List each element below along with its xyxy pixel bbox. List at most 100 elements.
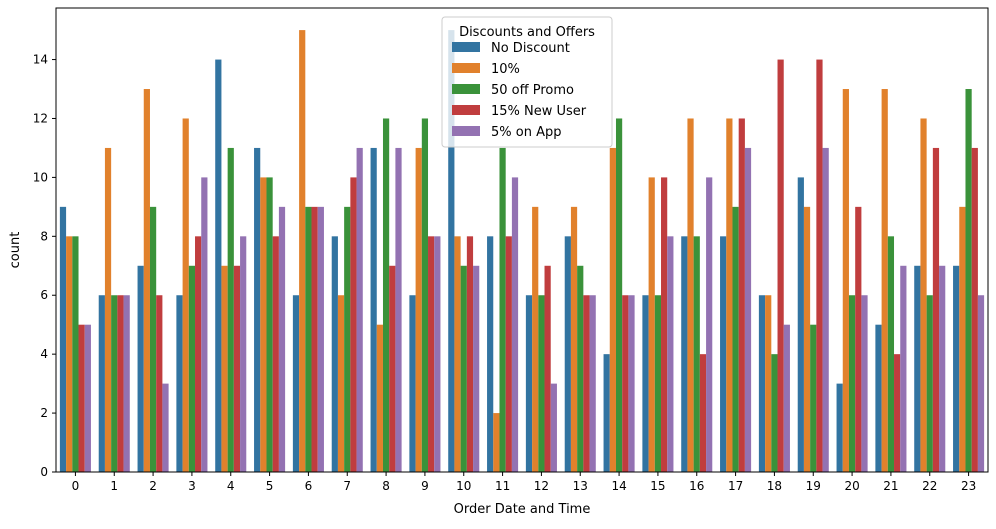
- axes-layer: 0 1 2 3 4 5 6 7 8 9 10 11 12 13 14 15 16 17 18 19 20 21 22 2302…: [33, 7, 989, 493]
- bar-15-new-user-6: [311, 206, 318, 473]
- bar-5-on-app-7: [356, 147, 363, 472]
- bar-no-discount-7: [331, 236, 338, 472]
- bar-5-on-app-19: [822, 147, 829, 472]
- bar-10-7: [337, 295, 345, 472]
- bar-no-discount-10: [448, 30, 455, 472]
- bar-5-on-app-3: [201, 177, 208, 472]
- bar-50-off-promo-14: [615, 118, 623, 472]
- bar-5-on-app-14: [628, 295, 635, 472]
- bar-no-discount-21: [875, 324, 882, 472]
- bar-10-0: [66, 236, 73, 472]
- y-tick-label-8: 8: [40, 229, 48, 243]
- legend-swatch-50-off-promo: [452, 84, 480, 94]
- x-tick-label-3: 3: [188, 479, 196, 493]
- bar-50-off-promo-7: [344, 206, 351, 473]
- bar-no-discount-1: [98, 295, 105, 472]
- x-tick-label-18: 18: [767, 479, 782, 493]
- bar-15-new-user-19: [816, 59, 823, 473]
- x-tick-label-2: 2: [149, 479, 157, 493]
- bar-50-off-promo-23: [965, 89, 972, 473]
- bar-5-on-app-5: [278, 206, 286, 473]
- bar-15-new-user-13: [583, 295, 590, 472]
- bar-50-off-promo-11: [499, 147, 506, 472]
- x-tick-label-9: 9: [421, 479, 429, 493]
- bar-50-off-promo-6: [305, 206, 312, 473]
- bar-10-14: [609, 147, 616, 472]
- bar-50-off-promo-9: [421, 118, 429, 472]
- x-tick-label-7: 7: [343, 479, 351, 493]
- bar-5-on-app-6: [317, 206, 324, 473]
- legend-swatch-no-discount: [452, 42, 480, 52]
- bar-no-discount-0: [59, 206, 67, 473]
- bar-no-discount-22: [914, 265, 921, 472]
- bar-50-off-promo-1: [111, 295, 118, 472]
- y-axis-label: count: [8, 232, 23, 269]
- bar-10-15: [648, 177, 655, 472]
- bar-5-on-app-2: [162, 383, 169, 472]
- bar-50-off-promo-4: [227, 147, 234, 472]
- x-tick-label-4: 4: [227, 479, 235, 493]
- bar-5-on-app-15: [667, 236, 674, 472]
- bar-10-9: [415, 147, 422, 472]
- bar-15-new-user-4: [233, 265, 241, 472]
- bar-5-on-app-23: [977, 295, 985, 472]
- bar-10-8: [376, 324, 383, 472]
- bar-10-12: [532, 206, 539, 473]
- bar-no-discount-6: [292, 295, 300, 472]
- bar-no-discount-12: [525, 295, 533, 472]
- bar-5-on-app-11: [511, 177, 519, 472]
- bar-5-on-app-4: [240, 236, 247, 472]
- bar-10-16: [687, 118, 694, 472]
- x-tick-label-0: 0: [72, 479, 80, 493]
- bar-no-discount-5: [254, 147, 261, 472]
- legend-swatch-5-on-app: [452, 126, 480, 136]
- bar-10-23: [959, 206, 966, 473]
- bar-no-discount-17: [720, 236, 727, 472]
- bar-10-5: [260, 177, 267, 472]
- bar-10-19: [803, 206, 811, 473]
- bar-15-new-user-15: [661, 177, 668, 472]
- bar-10-13: [570, 206, 578, 473]
- bar-5-on-app-20: [861, 295, 868, 472]
- x-tick-label-23: 23: [961, 479, 976, 493]
- x-tick-label-17: 17: [728, 479, 743, 493]
- legend: Discounts and Offers No Discount 10% 50 of…: [441, 16, 613, 148]
- bar-no-discount-16: [681, 236, 688, 472]
- bar-50-off-promo-19: [810, 324, 817, 472]
- bar-no-discount-11: [487, 236, 494, 472]
- bar-50-off-promo-22: [926, 295, 933, 472]
- x-tick-label-20: 20: [844, 479, 859, 493]
- bar-15-new-user-11: [505, 236, 512, 472]
- bar-15-new-user-22: [932, 147, 940, 472]
- bar-no-discount-9: [409, 295, 416, 472]
- bar-no-discount-20: [836, 383, 843, 472]
- x-tick-label-11: 11: [495, 479, 510, 493]
- bar-10-21: [881, 89, 888, 473]
- bar-5-on-app-22: [939, 265, 946, 472]
- bar-5-on-app-13: [589, 295, 596, 472]
- bar-15-new-user-14: [622, 295, 629, 472]
- bar-10-4: [221, 265, 228, 472]
- bar-50-off-promo-13: [577, 265, 584, 472]
- bar-15-new-user-21: [894, 354, 901, 472]
- legend-entries: No Discount 10% 50 off Promo 15% New User 5%…: [452, 41, 587, 140]
- legend-label-15-new-user: 15% New User: [491, 104, 587, 119]
- y-tick-label-4: 4: [40, 347, 48, 361]
- bar-15-new-user-3: [195, 236, 202, 472]
- y-tick-label-14: 14: [33, 53, 48, 67]
- bar-no-discount-13: [564, 236, 571, 472]
- bar-5-on-app-12: [550, 383, 557, 472]
- bar-10-6: [299, 30, 306, 472]
- bar-no-discount-18: [758, 295, 766, 472]
- bar-no-discount-3: [176, 295, 183, 472]
- x-tick-label-13: 13: [573, 479, 588, 493]
- x-tick-label-1: 1: [110, 479, 118, 493]
- bar-10-2: [143, 89, 150, 473]
- bar-50-off-promo-17: [732, 206, 739, 473]
- legend-title: Discounts and Offers: [459, 25, 595, 40]
- legend-box: [441, 16, 613, 148]
- bar-no-discount-2: [137, 265, 144, 472]
- bar-10-3: [182, 118, 189, 472]
- y-tick-label-6: 6: [40, 288, 48, 302]
